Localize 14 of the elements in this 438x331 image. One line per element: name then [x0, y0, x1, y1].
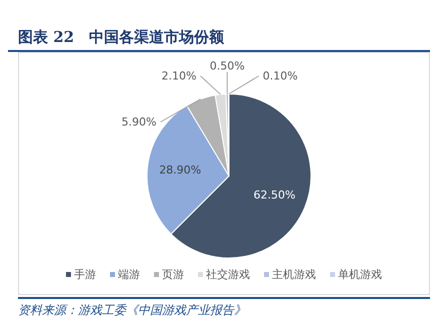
legend-label: 端游 — [117, 267, 140, 282]
text: 资料来源：游戏工委《中国游戏产业报告》 — [17, 302, 247, 319]
chart-title: 图表 22 中国各渠道市场份额 — [8, 8, 430, 52]
data-label: 2.10% — [162, 70, 197, 82]
data-label: 62.50% — [253, 188, 296, 202]
data-label: 28.90% — [159, 163, 202, 176]
legend-label: 主机游戏 — [271, 267, 316, 282]
legend-label: 手游 — [73, 267, 96, 282]
legend-label: 社交游戏 — [205, 267, 250, 282]
legend-label: 页游 — [161, 267, 184, 282]
data-label: 0.50% — [210, 60, 245, 72]
data-label: 5.90% — [122, 116, 156, 128]
legend-label: 单机游戏 — [337, 267, 382, 282]
data-label: 0.10% — [262, 70, 298, 82]
